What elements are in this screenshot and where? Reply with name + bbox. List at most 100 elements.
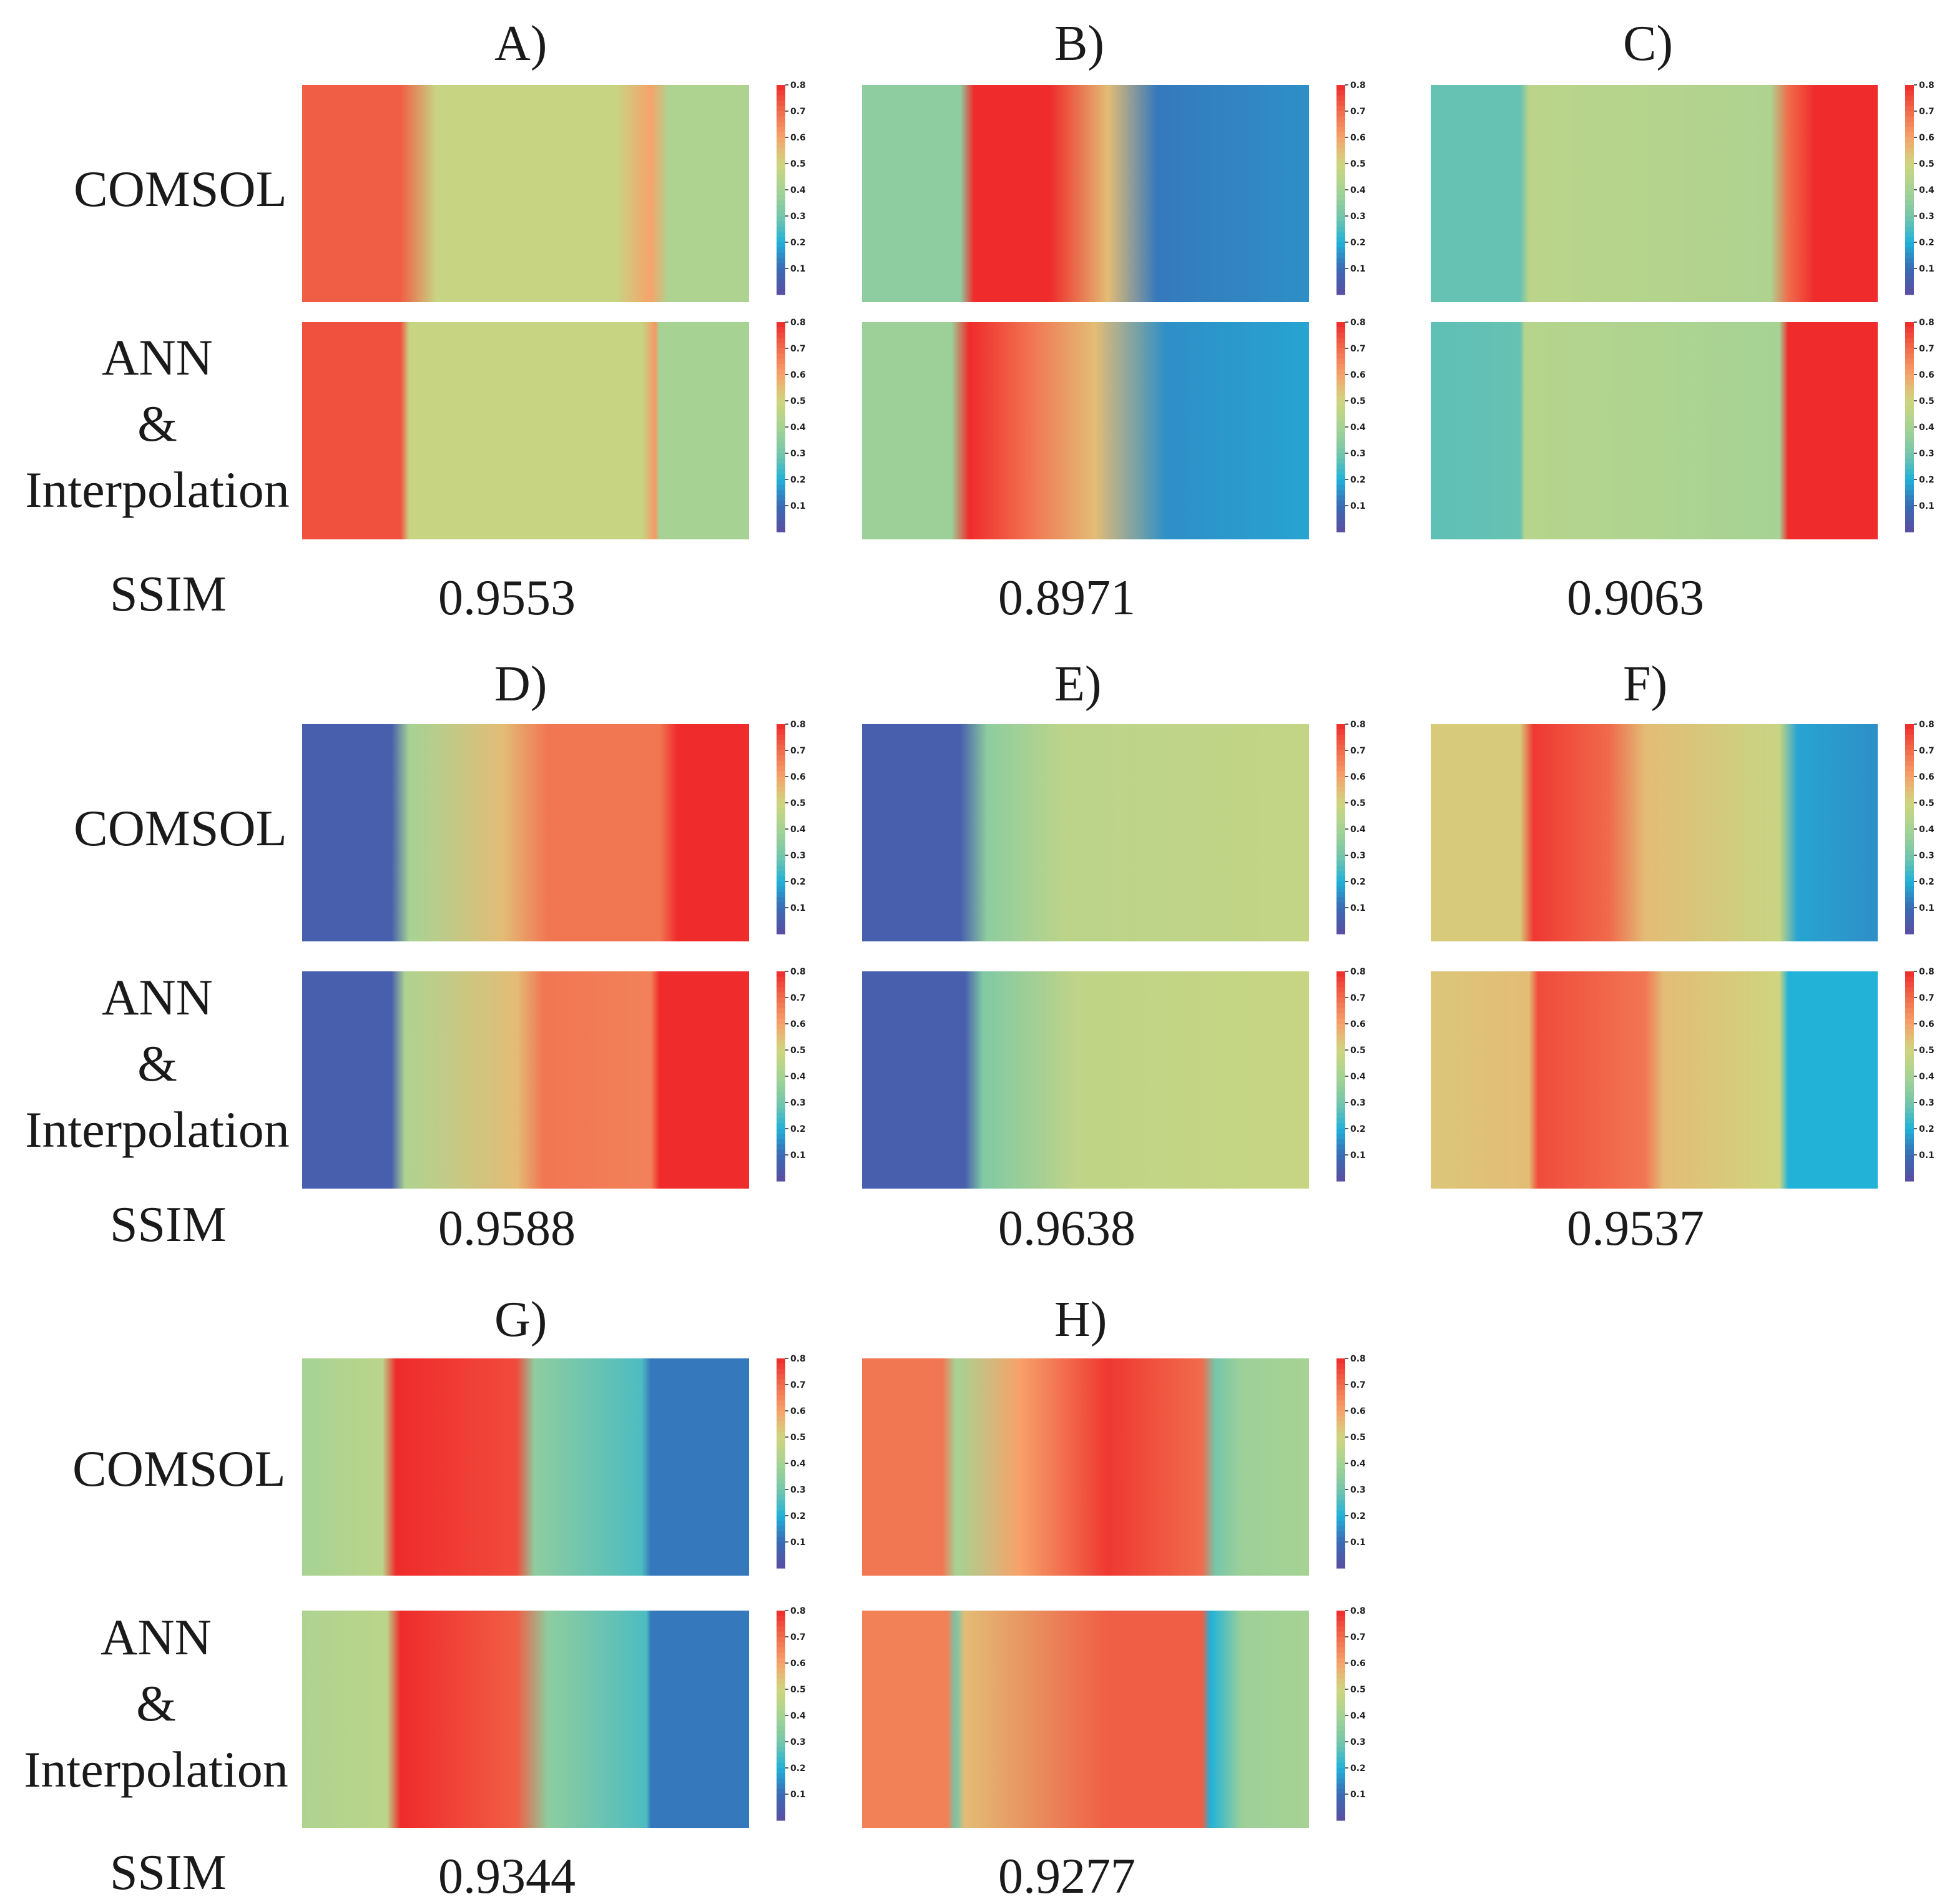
row-label-comsol-3: COMSOL (72, 1440, 286, 1497)
colorbar-segment (1336, 1034, 1345, 1040)
colorbar-segment (1905, 369, 1914, 375)
colorbar-segment (777, 1385, 785, 1390)
ssim-value: 0.9553 (438, 571, 576, 626)
colorbar-tick-label: 0.2 (1350, 877, 1366, 887)
colorbar-tick-label: 0.7 (1350, 1632, 1366, 1642)
colorbar-segment (1905, 1034, 1914, 1040)
colorbar-segment (777, 1363, 785, 1370)
colorbar-segment (1336, 1742, 1345, 1747)
colorbar-tick-label: 0.6 (1919, 1019, 1935, 1029)
colorbar-segment (1336, 1170, 1345, 1177)
colorbar-segment (777, 971, 785, 977)
colorbar-segment (777, 908, 785, 913)
colorbar-segment (777, 782, 785, 788)
colorbar-segment (1336, 1044, 1345, 1051)
colorbar-segment (1905, 850, 1914, 856)
colorbar-segment (777, 90, 785, 96)
colorbar-segment (1336, 489, 1345, 496)
colorbar-segment (777, 1097, 785, 1103)
colorbar-segment (777, 453, 785, 459)
colorbar-segment (1336, 766, 1345, 772)
colorbar-segment (777, 1024, 785, 1029)
colorbar-segment (1905, 390, 1914, 396)
colorbar-segment (777, 1400, 785, 1406)
colorbar-segment (777, 1720, 785, 1727)
row-label-ann-line3: Interpolation (24, 1741, 288, 1798)
colorbar-tick-label: 0.6 (1919, 772, 1935, 782)
colorbar-segment (1905, 760, 1914, 767)
row-label-ann-line1: ANN (102, 969, 213, 1026)
colorbar-segment (777, 232, 785, 238)
heatmap-field (862, 85, 1309, 302)
colorbar-segment (777, 432, 785, 438)
panel-title: A) (494, 16, 547, 71)
colorbar-tick-label: 0.8 (1919, 967, 1935, 977)
colorbar-segment (1336, 1358, 1345, 1364)
colorbar-segment (1336, 1516, 1345, 1521)
colorbar-segment (1336, 745, 1345, 751)
heatmap-comsol (302, 724, 749, 941)
colorbar-segment (777, 353, 785, 360)
colorbar-segment (1905, 745, 1914, 751)
colorbar-segment (777, 1710, 785, 1716)
colorbar-segment (1905, 190, 1914, 195)
colorbar-segment (1336, 1175, 1345, 1182)
colorbar-segment (777, 1013, 785, 1019)
colorbar-segment (1336, 1453, 1345, 1459)
colorbar-segment (1336, 1642, 1345, 1648)
colorbar-segment (777, 1694, 785, 1700)
colorbar-segment (1905, 1039, 1914, 1046)
colorbar: 0.8 0.7 0.6 0.5 0.4 0.3 0.2 0.1 (1336, 81, 1366, 295)
colorbar-segment (1336, 353, 1345, 360)
colorbar-segment (777, 760, 785, 767)
colorbar-segment (1905, 1155, 1914, 1161)
colorbar-segment (1336, 928, 1345, 935)
heatmap-comsol (1431, 724, 1878, 941)
colorbar-segment (777, 332, 785, 338)
colorbar-segment (1336, 1510, 1345, 1516)
heatmap-comsol (862, 724, 1309, 941)
colorbar-segment (1905, 823, 1914, 830)
colorbar-segment (1905, 1029, 1914, 1035)
colorbar-segment (1905, 226, 1914, 232)
colorbar-segment (777, 390, 785, 396)
colorbar-segment (1336, 1118, 1345, 1124)
colorbar-segment (777, 101, 785, 107)
colorbar-tick-label: 0.6 (1350, 772, 1366, 782)
colorbar-segment (1336, 1558, 1345, 1564)
colorbar-segment (1336, 1768, 1345, 1774)
colorbar-tick-label: 0.7 (1350, 746, 1366, 756)
colorbar-segment (1905, 458, 1914, 464)
colorbar-segment (1905, 101, 1914, 107)
colorbar-segment (777, 928, 785, 935)
colorbar-segment (777, 1778, 785, 1784)
colorbar-segment (777, 1784, 785, 1790)
colorbar-segment (1336, 237, 1345, 243)
colorbar-segment (1905, 1144, 1914, 1151)
colorbar-segment (777, 1542, 785, 1548)
colorbar-segment (777, 1358, 785, 1364)
colorbar-segment (1336, 1784, 1345, 1790)
colorbar-segment (777, 1652, 785, 1659)
colorbar-tick-label: 0.3 (1919, 1098, 1935, 1108)
colorbar-segment (1905, 500, 1914, 506)
colorbar: 0.8 0.7 0.6 0.5 0.4 0.3 0.2 0.1 (777, 1354, 806, 1569)
colorbar-segment (777, 1139, 785, 1145)
colorbar-segment (1905, 85, 1914, 91)
colorbar-segment (777, 158, 785, 164)
colorbar-segment (777, 1637, 785, 1642)
colorbar-segment (1905, 881, 1914, 887)
ssim-value: 0.9344 (438, 1849, 576, 1904)
colorbar-segment (1905, 106, 1914, 112)
colorbar-segment (1905, 876, 1914, 882)
colorbar-segment (1336, 153, 1345, 159)
colorbar-tick-label: 0.1 (1350, 1790, 1366, 1800)
colorbar-segment (1905, 1170, 1914, 1177)
colorbar-segment (1336, 1552, 1345, 1558)
colorbar-segment (777, 1762, 785, 1769)
colorbar-segment (777, 1768, 785, 1774)
colorbar-tick-label: 0.7 (1919, 993, 1935, 1003)
colorbar-segment (1336, 195, 1345, 201)
colorbar-segment (1905, 237, 1914, 243)
ssim-value: 0.9063 (1567, 571, 1704, 626)
